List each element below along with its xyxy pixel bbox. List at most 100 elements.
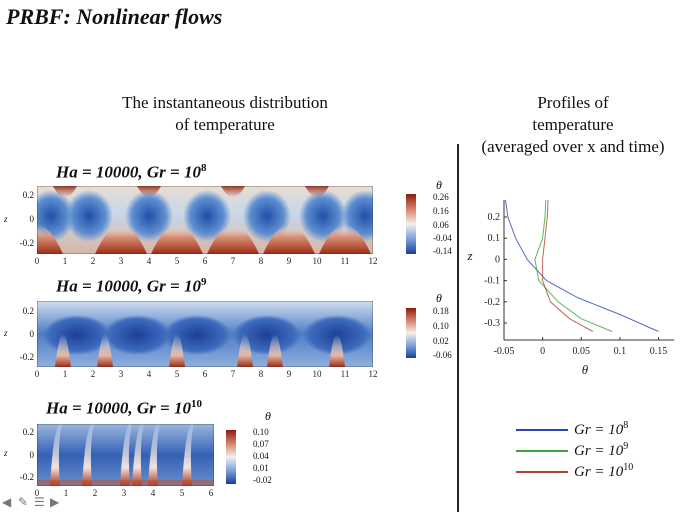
- convection-cell: [183, 190, 231, 242]
- colorbar-value: 0.04: [253, 451, 269, 461]
- x-tick: 2: [90, 256, 96, 266]
- x-axis-label: θ: [582, 362, 589, 377]
- y-tick-label: 0: [495, 254, 500, 265]
- y-tick-label: -0.3: [484, 318, 500, 329]
- hot-plume: [182, 424, 194, 486]
- x-tick: 5: [174, 369, 180, 379]
- convection-cell: [65, 190, 113, 242]
- x-tick-label: 0: [540, 346, 545, 357]
- x-tick-label: 0.05: [573, 346, 591, 357]
- x-tick: 6: [202, 369, 208, 379]
- hot-plume: [82, 424, 94, 486]
- z-tick: -0.2: [19, 238, 34, 248]
- panel-1-temperature-field: [37, 186, 373, 254]
- x-tick: 12: [368, 369, 378, 379]
- x-tick: 10: [312, 369, 322, 379]
- hot-plume: [267, 334, 283, 367]
- colorbar-value: -0.14: [433, 246, 452, 256]
- panel-3-z-label: z: [4, 448, 8, 458]
- hot-plume: [151, 225, 203, 254]
- hot-plume: [37, 225, 63, 254]
- panel-2-label-base: Ha = 10000, Gr = 10: [56, 276, 201, 296]
- x-tick: 3: [118, 256, 124, 266]
- x-tick: 4: [150, 488, 156, 498]
- hot-plume: [237, 334, 253, 367]
- arrow-right-icon[interactable]: ▶: [50, 495, 60, 509]
- x-tick: 4: [146, 256, 152, 266]
- left-heading: The instantaneous distribution of temper…: [90, 92, 360, 136]
- panel-2-colorbar-title: θ: [436, 291, 442, 305]
- x-tick: 3: [121, 488, 127, 498]
- colorbar-value: 0.01: [253, 463, 269, 473]
- colorbar-value: 0.26: [433, 192, 449, 202]
- hot-plume: [148, 424, 160, 486]
- x-tick: 9: [286, 256, 292, 266]
- x-tick-label: -0.05: [494, 346, 515, 357]
- vertical-divider: [457, 144, 459, 512]
- x-tick: 0: [34, 488, 40, 498]
- convection-cell: [103, 315, 171, 355]
- left-heading-line2: of temperature: [175, 115, 275, 134]
- x-tick: 1: [63, 488, 69, 498]
- hot-plume: [169, 334, 185, 367]
- x-tick: 11: [340, 256, 350, 266]
- x-tick: 8: [258, 369, 264, 379]
- right-heading-line3: (averaged over x and time): [481, 137, 665, 156]
- panel-3-label-base: Ha = 10000, Gr = 10: [46, 398, 191, 418]
- panel-1-label-base: Ha = 10000, Gr = 10: [56, 162, 201, 182]
- convection-cell: [233, 315, 301, 355]
- slide-nav: ◀ ✎ ☰ ▶: [2, 496, 62, 508]
- hot-plume: [207, 225, 259, 254]
- y-tick-label: 0.2: [488, 212, 501, 223]
- legend-swatch: [516, 429, 568, 431]
- left-heading-line1: The instantaneous distribution: [122, 93, 328, 112]
- panel-1-label-exp: 8: [201, 162, 207, 174]
- panel-3-label: Ha = 10000, Gr = 1010: [46, 398, 202, 419]
- y-axis-label: z: [466, 248, 472, 263]
- y-tick-label: -0.1: [484, 276, 500, 287]
- bottom-hot-layer: [37, 480, 214, 486]
- z-tick: 0.2: [22, 306, 34, 316]
- colorbar-value: 0.02: [433, 336, 449, 346]
- x-tick: 4: [146, 369, 152, 379]
- z-tick: 0: [29, 214, 35, 224]
- panel-1-label: Ha = 10000, Gr = 108: [56, 162, 207, 183]
- hot-plume: [95, 225, 147, 254]
- x-tick: 10: [312, 256, 322, 266]
- hot-plume: [50, 424, 62, 486]
- arrow-left-icon[interactable]: ◀: [2, 495, 12, 509]
- x-tick: 0: [34, 369, 40, 379]
- z-tick: 0: [29, 450, 35, 460]
- panel-1-z-label: z: [4, 214, 8, 224]
- legend-item: Gr = 109: [516, 441, 676, 461]
- x-tick-label: 0.1: [614, 346, 627, 357]
- colorbar-value: -0.02: [253, 475, 272, 485]
- x-tick-label: 0.15: [650, 346, 668, 357]
- x-tick: 11: [340, 369, 350, 379]
- z-tick: 0: [29, 329, 35, 339]
- legend-label: Gr = 1010: [574, 462, 634, 480]
- hot-plume: [55, 334, 71, 367]
- colorbar-value: 0.06: [433, 220, 449, 230]
- panel-1-colorbar-title: θ: [436, 178, 442, 192]
- colorbar-value: 0.10: [253, 427, 269, 437]
- x-tick: 6: [208, 488, 214, 498]
- convection-cell: [299, 190, 347, 242]
- x-tick: 7: [230, 256, 236, 266]
- panel-2-colorbar: [406, 308, 416, 358]
- series-line-1: [505, 199, 659, 332]
- x-tick: 6: [202, 256, 208, 266]
- right-heading-line1: Profiles of: [537, 93, 609, 112]
- panel-3-label-exp: 10: [191, 398, 202, 410]
- hot-plume: [120, 424, 132, 486]
- pencil-icon[interactable]: ✎: [18, 495, 29, 509]
- y-tick-label: 0.1: [488, 233, 501, 244]
- menu-icon[interactable]: ☰: [34, 495, 45, 509]
- panel-3-colorbar: [226, 430, 236, 484]
- x-tick: 1: [62, 256, 68, 266]
- temperature-profile-chart: -0.05 0 0.05 0.1 0.15 0.2 0.1 0 -0.1 -0.2 -0.3 θ z: [466, 199, 674, 377]
- x-tick: 7: [230, 369, 236, 379]
- z-tick: -0.2: [19, 352, 34, 362]
- right-heading-line2: temperature: [532, 115, 614, 134]
- panel-2-x-ticks: 0 1 2 3 4 5 6 7 8 9 10 11 12: [34, 369, 378, 381]
